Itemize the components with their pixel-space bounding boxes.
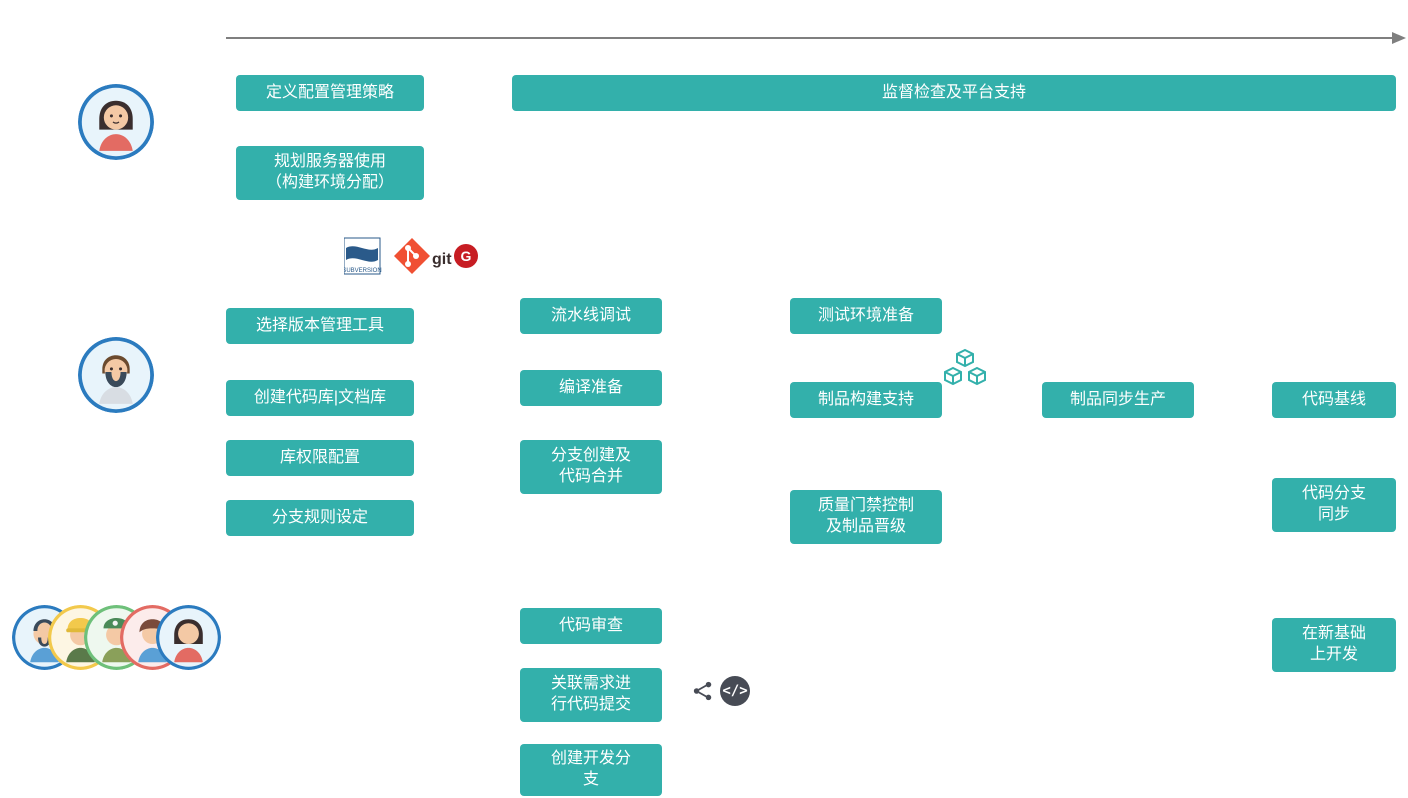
box-repo-perm: 库权限配置 [226,440,414,476]
box-define-cm-strategy: 定义配置管理策略 [236,75,424,111]
box-test-env-prep: 测试环境准备 [790,298,942,334]
box-compile-prep: 编译准备 [520,370,662,406]
avatar-group-row3 [12,605,222,675]
box-create-repo: 创建代码库|文档库 [226,380,414,416]
box-supervise-platform: 监督检查及平台支持 [512,75,1396,111]
svg-text:SUBVERSION: SUBVERSION [344,268,382,274]
svg-text:git: git [432,251,452,268]
avatar-row2 [78,337,154,413]
box-pipeline-debug: 流水线调试 [520,298,662,334]
box-create-dev-branch: 创建开发分 支 [520,744,662,796]
box-code-branch-sync: 代码分支 同步 [1272,478,1396,532]
box-branch-rules: 分支规则设定 [226,500,414,536]
box-branch-create-merge: 分支创建及 代码合并 [520,440,662,494]
box-artifact-sync: 制品同步生产 [1042,382,1194,418]
timeline-arrow-line [226,37,1394,39]
box-quality-gate: 质量门禁控制 及制品晋级 [790,490,942,544]
box-choose-vc-tool: 选择版本管理工具 [226,308,414,344]
cubes-icon [944,348,986,393]
avatar-row1 [78,84,154,160]
box-plan-server: 规划服务器使用 （构建环境分配） [236,146,424,200]
box-link-req-commit: 关联需求进 行代码提交 [520,668,662,722]
box-artifact-build: 制品构建支持 [790,382,942,418]
box-code-review: 代码审查 [520,608,662,644]
vc-tool-icons: SUBVERSION git G [344,236,484,276]
code-commit-icon: </> [692,676,750,706]
box-code-baseline: 代码基线 [1272,382,1396,418]
box-dev-on-new-base: 在新基础 上开发 [1272,618,1396,672]
svg-text:G: G [461,248,472,264]
timeline-arrow-head [1392,32,1406,44]
